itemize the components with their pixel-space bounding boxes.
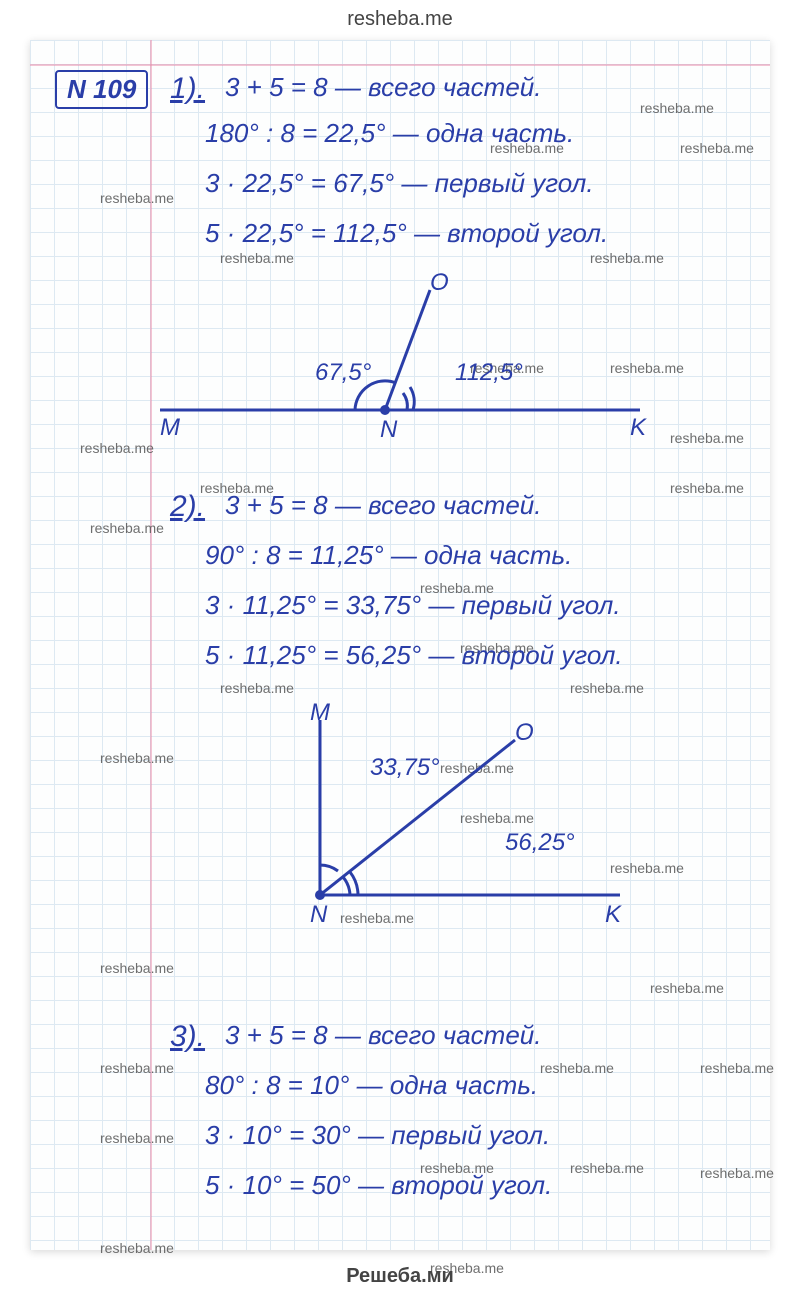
site-header-bottom: Решеба.ми [0,1265,800,1288]
watermark: resheba.me [100,960,174,976]
s3-line1: 3 + 5 = 8 — всего частей. [225,1020,541,1051]
s1-line2: 180° : 8 = 22,5° — одна часть. [205,118,574,149]
watermark: resheba.me [100,190,174,206]
watermark: resheba.me [220,680,294,696]
section-2-number: 2). [170,490,205,524]
watermark: resheba.me [590,250,664,266]
d1-K: K [630,414,647,441]
d2-M: M [310,700,330,726]
watermark: resheba.me [640,100,714,116]
site-header-top: resheba.me [0,8,800,31]
watermark: resheba.me [90,520,164,536]
section-1-number: 1). [170,72,205,106]
watermark: resheba.me [570,1160,644,1176]
watermark: resheba.me [700,1060,774,1076]
s3-line3: 3 · 10° = 30° — первый угол. [205,1120,550,1151]
watermark: resheba.me [540,1060,614,1076]
watermark: resheba.me [670,430,744,446]
watermark: resheba.me [650,980,724,996]
problem-number-box: N 109 [55,70,148,109]
d1-angle1: 67,5° [315,359,372,386]
watermark: resheba.me [670,480,744,496]
s1-line1: 3 + 5 = 8 — всего частей. [225,72,541,103]
margin-top [30,64,770,66]
s1-line3: 3 · 22,5° = 67,5° — первый угол. [205,168,594,199]
d2-angle2: 56,25° [505,829,575,856]
s2-line3: 3 · 11,25° = 33,75° — первый угол. [205,590,621,621]
section-3-number: 3). [170,1020,205,1054]
d1-O: O [430,270,449,296]
s2-line4: 5 · 11,25° = 56,25° — второй угол. [205,640,623,671]
watermark: resheba.me [100,1060,174,1076]
watermark: resheba.me [100,1240,174,1256]
d1-M: M [160,414,180,441]
watermark: resheba.me [100,1130,174,1146]
s3-line2: 80° : 8 = 10° — одна часть. [205,1070,538,1101]
watermark: resheba.me [680,140,754,156]
d2-O: O [515,719,534,746]
diagram-1: 67,5° 112,5° M N K O [140,270,660,450]
watermark: resheba.me [570,680,644,696]
d1-N: N [380,416,398,443]
s2-line2: 90° : 8 = 11,25° — одна часть. [205,540,572,571]
s1-line4: 5 · 22,5° = 112,5° — второй угол. [205,218,608,249]
notebook-page: resheba.me resheba.me resheba.me resheba.me… [30,40,770,1250]
s3-line4: 5 · 10° = 50° — второй угол. [205,1170,552,1201]
d2-K: K [605,901,622,928]
watermark: resheba.me [100,750,174,766]
d2-N: N [310,901,328,928]
d1-angle2: 112,5° [455,359,523,386]
d2-angle1: 33,75° [370,754,440,781]
diagram-2: 33,75° 56,25° M N K O [280,700,660,930]
s2-line1: 3 + 5 = 8 — всего частей. [225,490,541,521]
watermark: resheba.me [700,1165,774,1181]
watermark: resheba.me [220,250,294,266]
